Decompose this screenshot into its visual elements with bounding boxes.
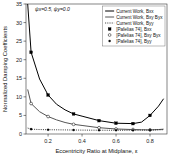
data-point — [72, 113, 75, 116]
y-axis-label: Normalized Damping Coefficients — [2, 26, 8, 112]
y-tick — [24, 22, 27, 23]
data-point — [30, 128, 32, 130]
data-point — [149, 129, 151, 131]
data-point — [30, 51, 33, 54]
plot-area — [28, 4, 164, 131]
annotation: ψx=0.5, ψy=0.0 — [35, 6, 70, 12]
series-line — [28, 89, 164, 129]
legend-label: Current Work, Bxx — [116, 9, 154, 14]
x-tick — [48, 134, 49, 137]
data-point — [47, 129, 49, 131]
legend-swatch — [105, 23, 114, 24]
legend-swatch — [105, 11, 114, 12]
data-point — [115, 128, 118, 131]
data-point — [132, 129, 134, 131]
legend-swatch — [108, 28, 111, 31]
data-point — [73, 129, 75, 131]
x-tick — [116, 134, 117, 137]
y-tick — [24, 41, 27, 42]
legend-label: Current Work, Byy — [116, 21, 154, 26]
legend-swatch — [109, 40, 111, 42]
data-point — [132, 128, 135, 131]
x-axis-label: Eccentricity Ratio at Midplane, ε — [55, 148, 138, 154]
y-tick-label: 5 — [19, 112, 22, 118]
legend-swatch — [108, 34, 111, 37]
y-tick — [24, 115, 27, 116]
y-tick-label: 20 — [16, 57, 22, 63]
data-point — [115, 129, 117, 131]
series-line — [28, 128, 164, 130]
x-tick-label: 0.2 — [44, 138, 52, 144]
data-point — [98, 129, 100, 131]
y-tick — [24, 4, 27, 5]
y-tick — [24, 78, 27, 79]
y-tick-label: 30 — [16, 20, 22, 26]
x-tick — [150, 134, 151, 137]
data-point — [115, 122, 118, 125]
legend-label: [Pafelias 74], Bxy Byx — [116, 33, 161, 38]
data-point — [30, 102, 33, 105]
data-point — [98, 126, 101, 129]
data-point — [132, 122, 135, 125]
y-tick — [24, 96, 27, 97]
data-point — [98, 119, 101, 122]
plot-frame — [26, 4, 167, 134]
data-point — [149, 129, 152, 132]
x-tick-label: 0.8 — [146, 138, 154, 144]
legend-frame — [103, 6, 165, 46]
series-line — [28, 4, 164, 124]
legend: Current Work, BxxCurrent Work, Bxy ByxCu… — [103, 6, 165, 46]
y-tick — [24, 59, 27, 60]
y-tick-label: 15 — [16, 75, 22, 81]
legend-label: [Pafelias 74], Bxx — [116, 27, 152, 32]
x-tick — [82, 134, 83, 137]
y-tick — [24, 134, 27, 135]
legend-swatch — [105, 17, 114, 18]
data-point — [47, 115, 50, 118]
y-tick-label: 25 — [16, 38, 22, 44]
legend-label: Current Work, Bxy Byx — [116, 15, 163, 20]
data-point — [72, 123, 75, 126]
y-tick-label: 10 — [16, 94, 22, 100]
y-tick-label: 35 — [16, 1, 22, 7]
legend-label: [Pafelias 74], Byy — [116, 39, 152, 44]
chart: 0.2 0.4 0.6 0.8 0 5 10 15 20 25 30 35 Eccentricity R… — [0, 0, 171, 157]
x-tick-label: 0.4 — [78, 138, 86, 144]
y-tick-label: 0 — [19, 131, 22, 137]
data-point — [47, 94, 50, 97]
data-point — [149, 114, 152, 117]
x-tick-label: 0.6 — [112, 138, 120, 144]
